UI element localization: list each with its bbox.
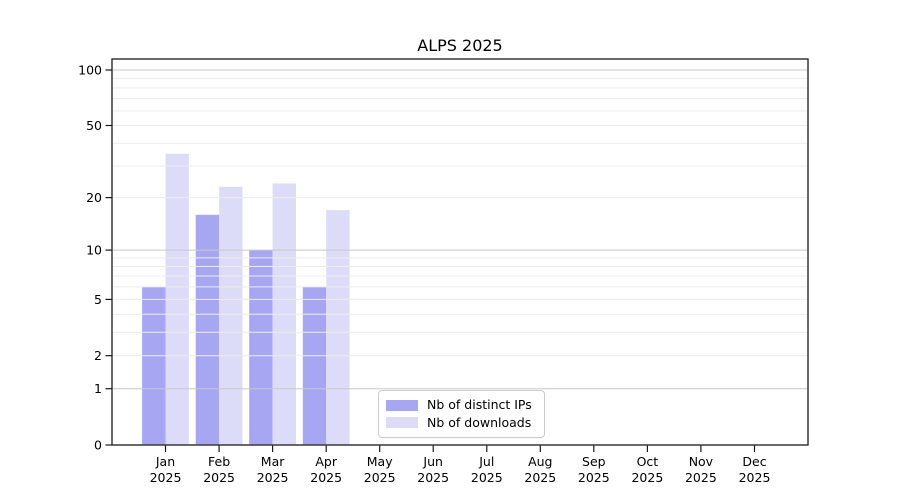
- y-tick-label: 1: [94, 381, 102, 396]
- x-tick-label-month: Nov: [689, 454, 714, 469]
- x-tick-label-year: 2025: [739, 470, 771, 485]
- x-tick-label-month: Sep: [582, 454, 606, 469]
- bar-distinct-ips-apr: [302, 286, 327, 445]
- y-tick-label: 5: [94, 292, 102, 307]
- bar-distinct-ips-mar: [249, 250, 273, 445]
- bar-distinct-ips-feb: [195, 214, 220, 445]
- x-tick-label-month: Jun: [422, 454, 443, 469]
- x-tick-label-month: Aug: [528, 454, 552, 469]
- bar-distinct-ips-jan: [142, 286, 166, 445]
- x-tick-label-year: 2025: [364, 470, 396, 485]
- y-tick-label: 10: [86, 243, 102, 258]
- x-tick-label-year: 2025: [578, 470, 610, 485]
- y-tick-label: 2: [94, 348, 102, 363]
- legend-swatch-downloads: [386, 417, 418, 429]
- legend-item-distinct-ips: Nb of distinct IPs: [386, 397, 536, 412]
- bar-downloads-apr: [326, 210, 350, 445]
- x-tick-label-month: Apr: [315, 454, 337, 469]
- x-tick-label-month: Feb: [208, 454, 230, 469]
- y-tick-label: 100: [78, 63, 102, 78]
- legend: Nb of distinct IPs Nb of downloads: [378, 390, 545, 438]
- legend-label-downloads: Nb of downloads: [427, 414, 532, 430]
- x-tick-label-year: 2025: [203, 470, 235, 485]
- x-tick-label-year: 2025: [471, 470, 503, 485]
- y-tick-label: 0: [94, 438, 102, 453]
- x-tick-label-month: Mar: [261, 454, 285, 469]
- x-tick-label-month: Oct: [637, 454, 659, 469]
- x-tick-label-year: 2025: [524, 470, 556, 485]
- legend-label-distinct-ips: Nb of distinct IPs: [427, 397, 532, 412]
- legend-swatch-distinct-ips: [386, 399, 418, 411]
- x-tick-label-year: 2025: [685, 470, 717, 485]
- x-tick-label-month: May: [367, 454, 393, 469]
- x-tick-label-month: Jul: [478, 454, 494, 469]
- plot-border: [111, 58, 809, 446]
- x-tick-label-month: Jan: [155, 454, 175, 469]
- x-tick-label-year: 2025: [257, 470, 289, 485]
- x-tick-label-year: 2025: [631, 470, 663, 485]
- x-tick-label-year: 2025: [417, 470, 449, 485]
- y-tick-label: 20: [86, 190, 102, 205]
- legend-item-downloads: Nb of downloads: [386, 414, 536, 430]
- x-tick-label-year: 2025: [310, 470, 342, 485]
- x-tick-label-year: 2025: [150, 470, 182, 485]
- y-tick-label: 50: [86, 118, 102, 133]
- x-tick-label-month: Dec: [742, 454, 766, 469]
- bar-downloads-feb: [219, 186, 243, 445]
- chart-title: ALPS 2025: [417, 36, 503, 55]
